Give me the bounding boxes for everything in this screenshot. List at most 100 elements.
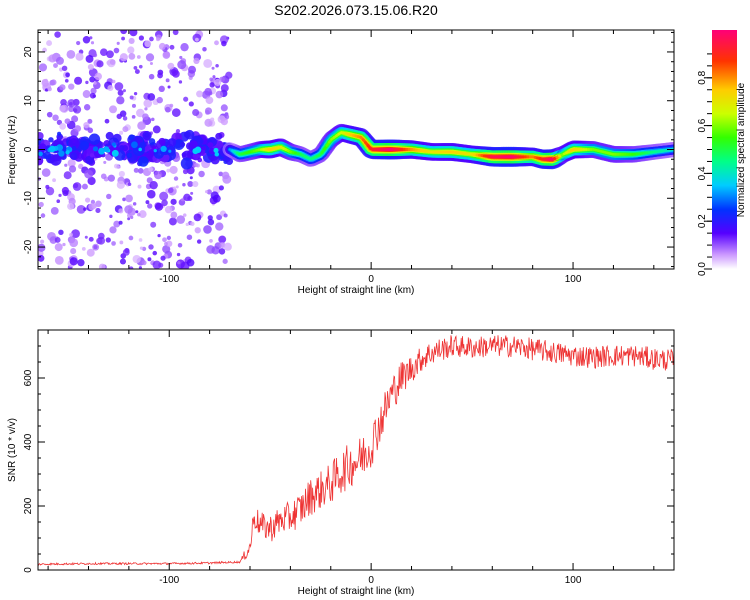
spectrogram-noise-blob — [83, 207, 87, 211]
spectrogram-noise-blob — [161, 199, 168, 207]
spectrogram-noise-blob — [87, 118, 93, 124]
spectrogram-noise-blob — [119, 53, 128, 62]
spectrogram-noise-blob — [93, 81, 97, 85]
spectrogram-noise-blob — [65, 150, 70, 155]
spectrogram-noise-blob — [52, 114, 59, 121]
spectrogram-noise-blob — [146, 177, 153, 184]
spectrogram-noise-blob — [204, 107, 213, 115]
spectrogram-noise-blob — [168, 217, 177, 226]
spectrogram-noise-blob — [186, 258, 195, 267]
spectrogram-noise-blob — [59, 84, 66, 91]
spectrogram-noise-blob — [73, 105, 82, 114]
spectrogram-noise-blob — [175, 128, 181, 134]
spectrogram-noise-blob — [166, 235, 171, 240]
spectrogram-noise-blob — [168, 187, 174, 194]
spectrogram-noise-blob — [38, 254, 45, 262]
spectrogram-noise-blob — [190, 221, 195, 226]
spectrogram-noise-blob — [205, 96, 214, 105]
spectrogram-noise-blob — [167, 85, 171, 89]
spectrogram-noise-blob — [95, 200, 102, 208]
spectrogram-noise-blob — [223, 213, 228, 218]
spectrogram-noise-blob — [195, 37, 199, 42]
spectrogram-noise-blob — [117, 165, 121, 169]
spectrogram-noise-blob — [65, 72, 70, 78]
spectrogram-noise-blob — [158, 137, 166, 146]
spectrogram-noise-blob — [221, 40, 227, 47]
spectrogram-noise-blob — [148, 138, 156, 145]
spectrogram-noise-blob — [54, 31, 61, 38]
spectrogram-noise-blob — [118, 208, 124, 214]
spectrogram-noise-blob — [88, 236, 94, 242]
spectrogram-noise-blob — [146, 189, 156, 199]
spectrogram-noise-blob — [40, 213, 46, 218]
spectrogram-noise-blob — [209, 82, 215, 88]
spectrogram-noise-blob — [89, 92, 96, 99]
spectrogram-noise-blob — [52, 178, 57, 183]
spectrogram-noise-blob — [94, 72, 102, 81]
spectrogram-noise-blob — [56, 199, 61, 204]
spectrogram-noise-blob — [45, 184, 50, 190]
spectrogram-noise-blob — [127, 182, 132, 187]
spectrogram-noise-blob — [160, 145, 167, 153]
spectrogram-noise-blob — [168, 149, 172, 153]
spectrogram-noise-blob — [54, 237, 61, 243]
spectrogram-noise-blob — [136, 55, 141, 59]
spectrogram-noise-blob — [144, 107, 148, 111]
spectrogram-noise-blob — [179, 55, 183, 60]
spectrogram-noise-blob — [99, 48, 108, 56]
spectrogram-noise-blob — [147, 257, 152, 262]
snr-axes: -100 0 100 0 200 400 600 — [23, 329, 674, 586]
spectrogram-y-tick-label: 20 — [23, 46, 34, 58]
spectrogram-noise-blob — [89, 153, 95, 158]
spectrogram-noise-blob — [225, 71, 233, 79]
spectrogram-noise-blob — [153, 149, 157, 153]
spectrogram-noise-blob — [156, 96, 163, 104]
spectrogram-noise-blob — [48, 145, 56, 153]
spectrogram-noise-blob — [109, 214, 113, 218]
spectrogram-noise-blob — [74, 76, 83, 85]
spectrogram-noise-blob — [86, 248, 95, 257]
spectrogram-noise-blob — [145, 53, 155, 62]
spectrogram-noise-blob — [58, 150, 65, 157]
spectrogram-noise-blob — [69, 232, 74, 237]
spectrogram-noise-blob — [192, 152, 200, 160]
spectrogram-noise-blob — [165, 78, 170, 83]
snr-plot-area — [38, 330, 674, 570]
spectrogram-noise-blob — [133, 66, 138, 70]
spectrogram-noise-blob — [87, 63, 94, 71]
spectrogram-noise-blob — [225, 157, 234, 165]
spectrogram-y-tick-label: -20 — [23, 239, 34, 254]
spectrogram-noise-blob — [209, 77, 213, 82]
spectrogram-noise-blob — [222, 258, 228, 264]
spectrogram-noise-blob — [90, 199, 96, 205]
spectrogram-noise-blob — [189, 140, 198, 149]
spectrogram-noise-blob — [185, 222, 189, 227]
spectrogram-noise-blob — [141, 260, 147, 266]
spectrogram-noise-blob — [71, 229, 80, 239]
spectrogram-noise-blob — [194, 227, 201, 234]
spectrogram-noise-blob — [214, 40, 219, 46]
spectrogram-noise-blob — [66, 49, 76, 59]
spectrogram-noise-blob — [198, 170, 205, 178]
spectrogram-noise-blob — [71, 115, 79, 123]
spectrogram-noise-blob — [130, 215, 134, 219]
spectrogram-noise-blob — [151, 117, 155, 122]
spectrogram-noise-blob — [157, 234, 161, 238]
spectrogram-noise-blob — [211, 246, 220, 255]
spectrogram-noise-blob — [144, 40, 152, 48]
spectrogram-noise-blob — [129, 30, 138, 37]
spectrogram-noise-blob — [71, 146, 77, 151]
spectrogram-noise-blob — [116, 180, 125, 189]
spectrogram-noise-blob — [213, 78, 222, 86]
spectrogram-noise-blob — [54, 243, 63, 252]
spectrogram-noise-blob — [202, 46, 207, 52]
spectrogram-noise-blob — [209, 239, 213, 243]
snr-y-tick-label: 400 — [23, 433, 34, 450]
spectrogram-noise-blob — [220, 104, 228, 112]
snr-y-tick-label: 200 — [23, 497, 34, 514]
spectrogram-noise-blob — [171, 108, 181, 117]
spectrogram-noise-blob — [215, 63, 219, 68]
spectrogram-noise-blob — [81, 183, 88, 190]
spectrogram-noise-blob — [106, 50, 114, 59]
spectrogram-noise-blob — [68, 83, 75, 90]
